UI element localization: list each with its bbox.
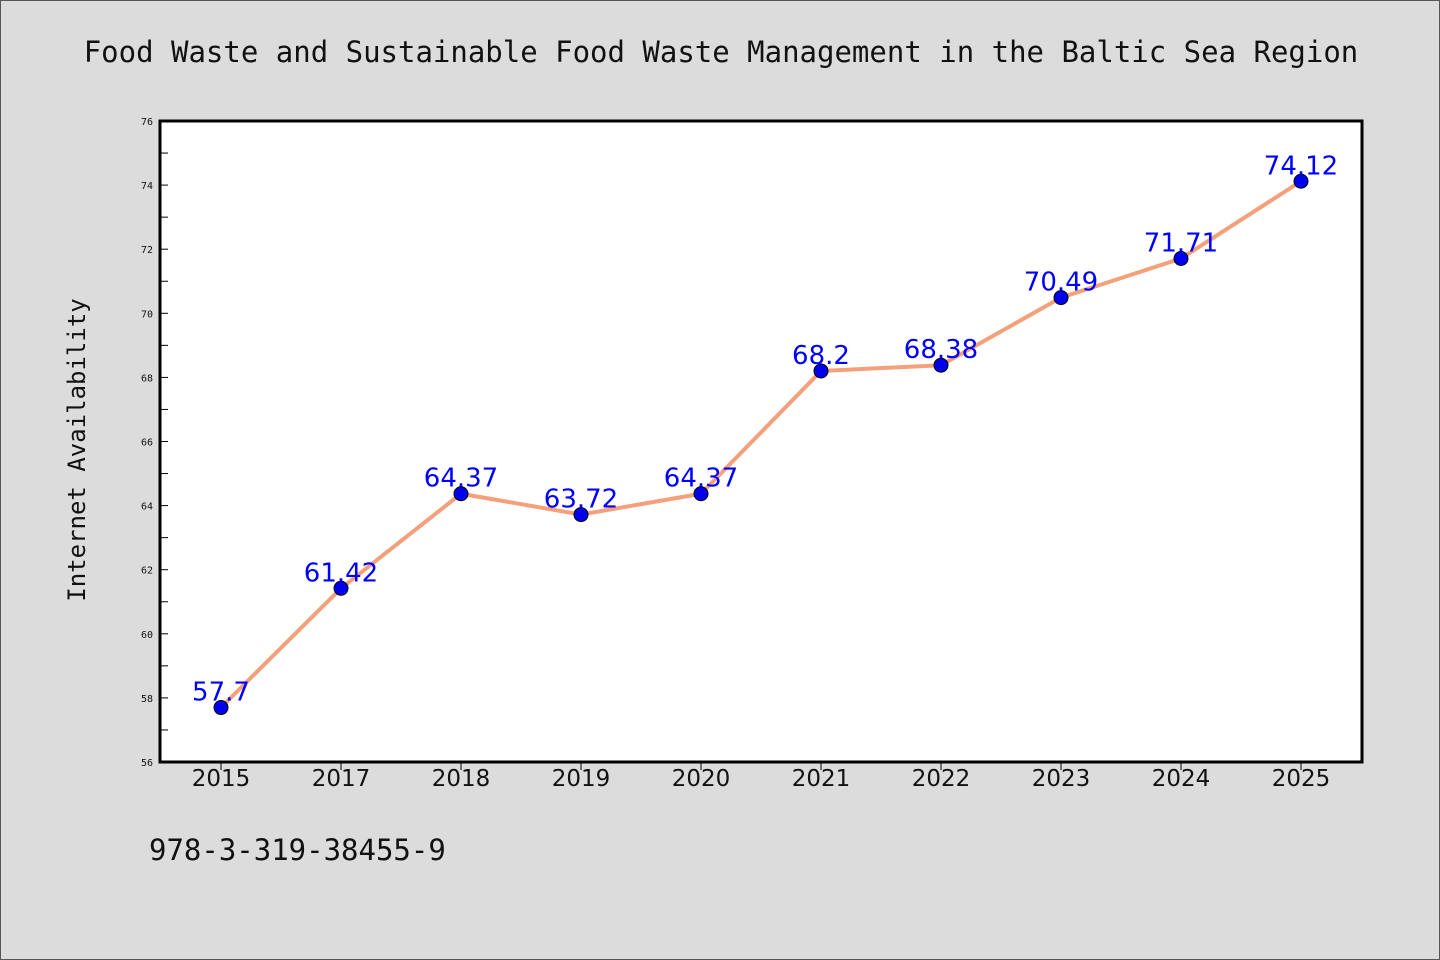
data-label: 70.49 <box>1024 268 1098 298</box>
y-tick-label: 56 <box>141 758 153 769</box>
x-tick-label: 2024 <box>1152 766 1211 792</box>
chart-title: Food Waste and Sustainable Food Waste Ma… <box>83 35 1359 69</box>
data-label: 68.38 <box>904 335 978 365</box>
y-tick-label: 72 <box>141 245 153 256</box>
x-tick-label: 2020 <box>672 766 731 792</box>
series-line <box>219 179 1303 709</box>
x-tick-label: 2018 <box>432 766 491 792</box>
data-point <box>1293 173 1309 189</box>
y-axis-label: Internet Availability <box>63 298 91 601</box>
data-label: 64.37 <box>424 464 498 494</box>
data-point <box>933 357 949 373</box>
data-point <box>1173 250 1189 266</box>
x-tick-label: 2025 <box>1272 766 1331 792</box>
y-tick-label: 74 <box>141 181 153 192</box>
x-tick-label: 2017 <box>312 766 371 792</box>
x-tick-label: 2019 <box>552 766 611 792</box>
series-group: 57.7 61.42 64.37 63.72 64.37 68.2 68.38 70.49 71… <box>192 151 1338 716</box>
data-point <box>213 700 229 716</box>
data-label: 74.12 <box>1264 151 1338 181</box>
data-point <box>573 507 589 523</box>
x-tick-label: 2022 <box>912 766 971 792</box>
data-point <box>333 580 349 596</box>
data-label: 63.72 <box>544 485 618 515</box>
data-label: 61.42 <box>304 558 378 588</box>
y-axis-ticks: 56 58 60 62 64 66 68 70 72 74 76 <box>141 117 168 769</box>
data-point <box>813 363 829 379</box>
y-tick-label: 76 <box>141 117 153 128</box>
data-label: 64.37 <box>664 464 738 494</box>
y-tick-label: 66 <box>141 438 153 449</box>
data-point <box>1053 290 1069 306</box>
y-tick-label: 58 <box>141 694 153 705</box>
data-point <box>693 486 709 502</box>
x-tick-label: 2015 <box>192 766 251 792</box>
data-point <box>453 486 469 502</box>
y-tick-label: 62 <box>141 566 153 577</box>
footer-code: 978-3-319-38455-9 <box>149 833 446 867</box>
y-tick-label: 68 <box>141 373 153 384</box>
x-axis-ticks: 2015 2017 2018 2019 2020 2021 2022 2023 2024 2025 <box>192 762 1331 792</box>
y-tick-label: 70 <box>141 309 153 320</box>
x-tick-label: 2021 <box>792 766 851 792</box>
y-tick-label: 64 <box>141 502 153 513</box>
data-label: 57.7 <box>192 678 250 708</box>
y-tick-label: 60 <box>141 630 153 641</box>
x-tick-label: 2023 <box>1032 766 1091 792</box>
plot-area <box>158 119 1364 764</box>
data-label: 71.71 <box>1144 228 1218 258</box>
data-label: 68.2 <box>792 341 850 371</box>
